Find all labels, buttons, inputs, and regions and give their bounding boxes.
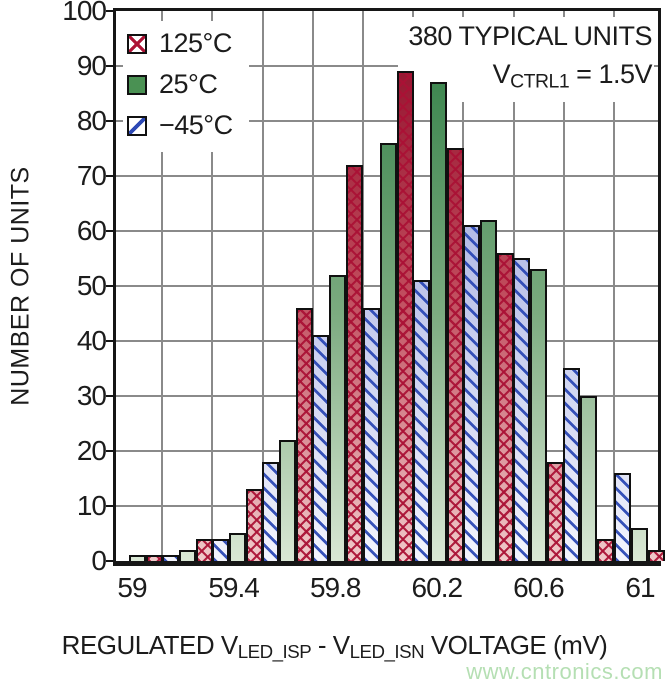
y-axis-tick xyxy=(106,340,113,342)
vctrl-value: = 1.5V xyxy=(569,59,652,89)
y-axis-tick xyxy=(106,560,113,562)
watermark-text: www.cntronics.com xyxy=(466,659,663,684)
bar-t25 xyxy=(228,533,246,561)
bar-t125 xyxy=(547,462,565,561)
gridline-horizontal xyxy=(116,120,658,122)
legend-label: 25°C xyxy=(159,69,218,99)
bar-t25 xyxy=(530,269,548,561)
y-axis-tick xyxy=(106,175,113,177)
bar-tm45 xyxy=(362,308,380,561)
bar-t125 xyxy=(496,253,514,561)
gridline-vertical xyxy=(311,11,314,561)
bar-t25 xyxy=(580,396,598,561)
bar-t25 xyxy=(479,220,497,561)
bar-t125 xyxy=(346,165,364,561)
vctrl-subscript: CTRL1 xyxy=(510,70,570,93)
gridline-vertical xyxy=(261,11,264,561)
vctrl-symbol: V xyxy=(492,59,511,89)
bar-t125 xyxy=(647,550,665,561)
x-title-part: VOLTAGE (mV) xyxy=(424,630,608,660)
legend-label: −45°C xyxy=(159,110,233,140)
bar-t25 xyxy=(279,440,297,561)
y-tick-label: 70 xyxy=(76,160,107,191)
legend-label: 125°C xyxy=(159,28,232,58)
bar-t25 xyxy=(379,143,397,561)
y-axis-tick xyxy=(106,505,113,507)
y-tick-label: 80 xyxy=(76,105,107,136)
bar-tm45 xyxy=(312,335,330,561)
bar-tm45 xyxy=(262,462,280,561)
x-title-subscript-isn: LED_ISN xyxy=(349,641,425,663)
y-tick-label: 0 xyxy=(91,545,107,576)
y-axis-tick xyxy=(106,120,113,122)
x-title-subscript-isp: LED_ISP xyxy=(237,641,312,663)
annotation-units-line: 380 TYPICAL UNITS xyxy=(408,21,652,51)
bar-tm45 xyxy=(412,280,430,561)
x-title-part: REGULATED V xyxy=(61,630,239,660)
legend: 125°C 25°C −45°C xyxy=(123,21,249,152)
bar-t25 xyxy=(429,82,447,561)
bar-t125 xyxy=(597,539,615,561)
annotation-vctrl-line: VCTRL1 = 1.5V xyxy=(408,55,653,100)
bar-tm45 xyxy=(211,539,229,561)
y-tick-label: 20 xyxy=(76,435,107,466)
bar-tm45 xyxy=(161,555,179,561)
bar-tm45 xyxy=(462,225,480,561)
bar-t25 xyxy=(630,528,648,561)
bar-t125 xyxy=(396,71,414,561)
bar-t125 xyxy=(446,148,464,561)
y-tick-label: 10 xyxy=(76,490,107,521)
y-axis-tick xyxy=(106,230,113,232)
gridline-vertical xyxy=(562,11,565,561)
y-axis-title: NUMBER OF UNITS xyxy=(6,166,35,406)
x-tick-label: 60.2 xyxy=(411,572,463,603)
legend-row: 125°C xyxy=(127,23,233,64)
x-tick-label: 60.6 xyxy=(513,572,564,603)
bar-t125 xyxy=(245,489,263,561)
bar-tm45 xyxy=(613,473,631,561)
legend-crosshatch-swatch-icon xyxy=(127,33,147,54)
x-tick-label: 59.8 xyxy=(309,572,361,603)
y-axis-tick xyxy=(106,10,113,12)
x-tick-label: 59 xyxy=(117,572,147,603)
y-tick-label: 90 xyxy=(76,50,107,81)
y-axis-tick xyxy=(106,285,113,287)
bar-tm45 xyxy=(563,368,581,561)
x-title-part: - V xyxy=(311,630,350,660)
y-tick-label: 30 xyxy=(76,380,107,411)
y-tick-label: 40 xyxy=(76,325,107,356)
x-tick-label: 61 xyxy=(625,572,655,603)
gridline-vertical xyxy=(161,11,164,561)
y-axis-tick xyxy=(106,65,113,67)
gridline-vertical xyxy=(211,11,214,561)
y-tick-label: 100 xyxy=(62,0,107,26)
y-tick-label: 60 xyxy=(76,215,107,246)
plot-area: 125°C 25°C −45°C 380 TYPICAL UNITS VCTRL1 … xyxy=(106,8,665,566)
bar-t125 xyxy=(195,539,213,561)
x-tick-label: 59.4 xyxy=(208,572,259,603)
gridline-vertical xyxy=(612,11,615,561)
legend-solid-swatch-icon xyxy=(127,74,147,95)
y-tick-label: 50 xyxy=(76,270,107,301)
bar-t125 xyxy=(296,308,314,561)
bar-t25 xyxy=(178,550,196,561)
gridline-horizontal xyxy=(116,65,658,67)
bar-t125 xyxy=(145,555,163,561)
bar-t25 xyxy=(329,275,347,561)
bar-tm45 xyxy=(513,258,531,561)
legend-row: 25°C xyxy=(127,64,233,105)
bar-t25 xyxy=(128,555,146,561)
legend-diagonal-swatch-icon xyxy=(127,115,147,136)
y-axis-tick xyxy=(106,450,113,452)
legend-row: −45°C xyxy=(127,105,233,146)
y-axis-tick xyxy=(106,395,113,397)
x-axis-title: REGULATED VLED_ISP - VLED_ISN VOLTAGE (m… xyxy=(0,630,669,663)
